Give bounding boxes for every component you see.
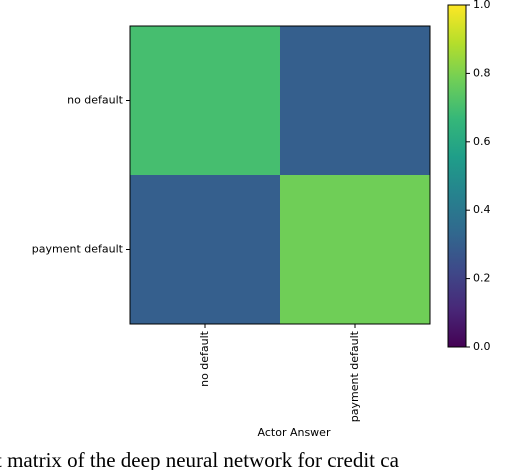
colorbar-tick-label: 0.4 (473, 203, 491, 216)
caption: t matrix of the deep neural network for … (0, 448, 400, 470)
heatmap-cell (130, 26, 281, 176)
colorbar-tick-label: 1.0 (473, 0, 491, 11)
heatmap-cell (280, 175, 431, 325)
colorbar-tick-label: 0.0 (473, 340, 491, 353)
colorbar (447, 4, 467, 348)
colorbar-tick-label: 0.6 (473, 135, 491, 148)
colorbar-tick-label: 0.8 (473, 66, 491, 79)
y-tick-label: no default (67, 94, 124, 107)
y-tick-label: payment default (32, 243, 124, 256)
x-axis-label: Actor Answer (258, 426, 331, 439)
heatmap-cell (280, 26, 431, 176)
x-tick-label: no default (198, 330, 211, 387)
x-tick-label: payment default (348, 330, 361, 422)
plot-frame (129, 25, 431, 325)
colorbar-tick-label: 0.2 (473, 272, 491, 285)
heatmap-cell (130, 175, 281, 325)
